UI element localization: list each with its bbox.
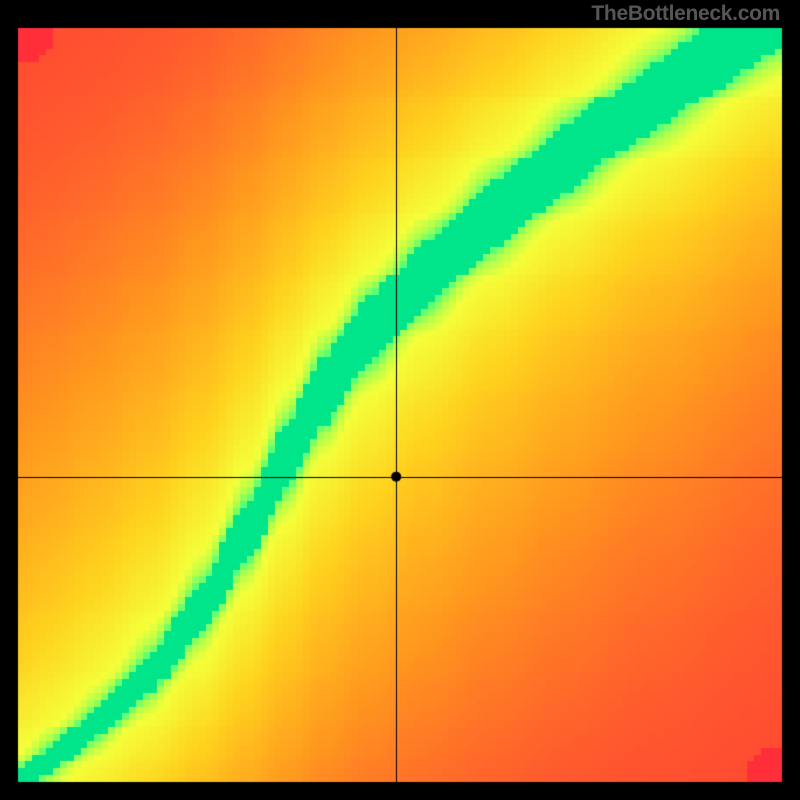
watermark-text: TheBottleneck.com xyxy=(591,2,780,26)
chart-container: TheBottleneck.com xyxy=(0,0,800,800)
heatmap-canvas xyxy=(0,0,800,800)
